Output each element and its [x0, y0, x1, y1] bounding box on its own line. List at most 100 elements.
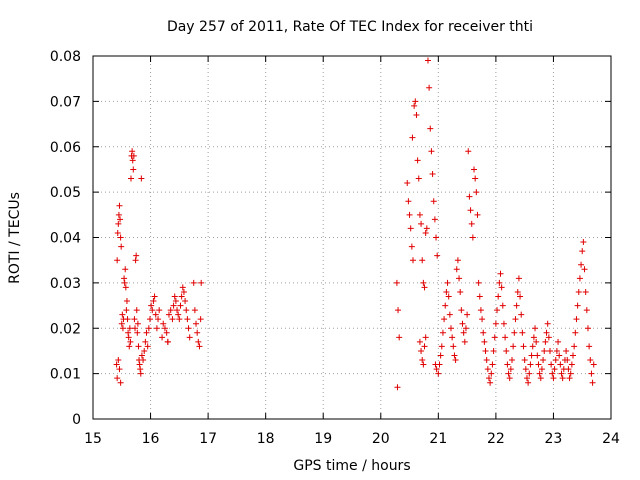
data-point — [145, 325, 152, 332]
data-point — [510, 343, 517, 350]
data-point — [439, 329, 446, 336]
data-point — [411, 102, 418, 109]
data-point — [582, 288, 589, 295]
data-point — [117, 379, 124, 386]
data-point — [474, 211, 481, 218]
data-point — [447, 325, 454, 332]
data-point — [179, 284, 186, 291]
data-point — [558, 370, 565, 377]
data-point — [159, 334, 166, 341]
data-point — [576, 275, 583, 282]
data-point — [132, 325, 139, 332]
data-point — [178, 293, 185, 300]
data-point — [565, 366, 572, 373]
data-point — [528, 352, 535, 359]
data-point — [545, 334, 552, 341]
data-point — [512, 316, 519, 323]
data-point — [466, 193, 473, 200]
data-point — [416, 211, 423, 218]
data-point — [549, 370, 556, 377]
data-point — [123, 298, 130, 305]
data-point — [414, 157, 421, 164]
axis-ticks — [92, 55, 612, 420]
data-point — [408, 243, 415, 250]
data-point — [170, 302, 177, 309]
data-point — [148, 302, 155, 309]
data-point — [446, 311, 453, 318]
data-point — [430, 198, 437, 205]
x-tick-label: 23 — [545, 431, 563, 447]
data-point — [433, 366, 440, 373]
chart-title: Day 257 of 2011, Rate Of TEC Index for r… — [167, 19, 533, 35]
data-point — [426, 84, 433, 91]
data-point — [498, 284, 505, 291]
data-point — [127, 175, 134, 182]
data-point — [583, 307, 590, 314]
data-point — [495, 293, 502, 300]
data-point — [113, 361, 120, 368]
data-point — [507, 366, 514, 373]
data-point — [125, 329, 132, 336]
data-point — [496, 279, 503, 286]
data-point — [433, 234, 440, 241]
data-point — [185, 325, 192, 332]
data-point — [518, 311, 525, 318]
data-point — [197, 316, 204, 323]
data-point — [130, 166, 137, 173]
data-point — [163, 329, 170, 336]
data-point — [584, 325, 591, 332]
data-point — [393, 279, 400, 286]
data-point — [126, 343, 133, 350]
data-point — [116, 366, 123, 373]
y-tick-label: 0 — [72, 412, 81, 428]
data-point — [138, 352, 145, 359]
data-point — [571, 343, 578, 350]
data-point — [578, 261, 585, 268]
data-point — [172, 298, 179, 305]
data-point — [589, 379, 596, 386]
data-point — [492, 320, 499, 327]
data-point — [156, 307, 163, 314]
y-tick-label: 0.06 — [50, 140, 81, 156]
data-point — [422, 334, 429, 341]
data-point — [442, 302, 449, 309]
data-point — [445, 293, 452, 300]
data-point — [140, 357, 147, 364]
x-tick-label: 22 — [487, 431, 505, 447]
data-point — [574, 302, 581, 309]
data-point — [488, 370, 495, 377]
data-point — [462, 325, 469, 332]
data-point — [453, 266, 460, 273]
x-tick-label: 24 — [602, 431, 620, 447]
data-point — [456, 275, 463, 282]
data-point — [586, 343, 593, 350]
y-axis-tick-labels: 0 0.01 0.02 0.03 0.04 0.05 0.06 0.07 0.08 — [50, 49, 81, 428]
y-axis-label: ROTI / TECUs — [7, 192, 23, 284]
y-tick-label: 0.02 — [50, 321, 81, 337]
data-point — [118, 243, 125, 250]
data-point — [533, 338, 540, 345]
data-point — [182, 298, 189, 305]
data-point — [175, 311, 182, 318]
data-point — [511, 329, 518, 336]
data-point — [130, 152, 137, 159]
data-point — [529, 343, 536, 350]
data-point — [422, 229, 429, 236]
data-point — [484, 366, 491, 373]
data-point — [115, 357, 122, 364]
data-point — [115, 211, 122, 218]
data-point — [526, 370, 533, 377]
data-point — [546, 347, 553, 354]
data-point — [567, 370, 574, 377]
data-point — [581, 266, 588, 273]
data-point — [137, 370, 144, 377]
data-point — [198, 279, 205, 286]
data-point — [396, 334, 403, 341]
data-point — [121, 279, 128, 286]
data-point — [138, 175, 145, 182]
data-point — [457, 288, 464, 295]
y-tick-label: 0.08 — [50, 49, 81, 65]
data-point — [143, 329, 150, 336]
data-point — [572, 329, 579, 336]
